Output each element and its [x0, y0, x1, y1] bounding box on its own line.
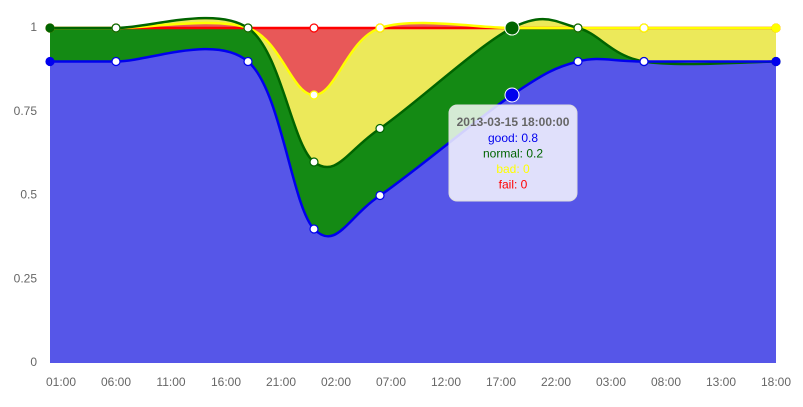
x-tick-label: 16:00 — [211, 375, 241, 389]
x-tick-label: 12:00 — [431, 375, 461, 389]
area — [50, 49, 776, 363]
tooltip-line: good: 0.8 — [488, 131, 538, 145]
y-tick-label: 0.5 — [20, 188, 37, 202]
area-line — [49, 47, 776, 238]
x-tick-label: 18:00 — [761, 375, 791, 389]
x-tick-label: 13:00 — [706, 375, 736, 389]
y-tick-label: 1 — [30, 20, 37, 34]
x-tick-label: 11:00 — [156, 375, 185, 389]
tooltip-line: normal: 0.2 — [483, 147, 543, 161]
data-point — [771, 23, 781, 33]
data-point — [375, 190, 385, 201]
y-tick-label: 0.25 — [14, 271, 38, 285]
tooltip-line: fail: 0 — [499, 178, 528, 192]
area — [50, 18, 776, 168]
x-tick-label: 03:00 — [596, 375, 626, 389]
tooltip-line: bad: 0 — [496, 162, 530, 176]
data-point — [309, 23, 319, 33]
x-tick-label: 07:00 — [376, 375, 406, 389]
data-point — [504, 20, 520, 36]
area — [50, 18, 776, 237]
x-tick-label: 02:00 — [321, 375, 351, 389]
data-point — [309, 224, 319, 234]
y-tick-label: 0 — [30, 355, 37, 369]
tooltip-box — [448, 104, 578, 202]
x-tick-label: 21:00 — [266, 375, 296, 389]
data-point — [243, 23, 253, 33]
x-tick-label: 06:00 — [101, 375, 131, 389]
x-tick-label: 17:00 — [486, 375, 516, 389]
data-point — [111, 23, 121, 33]
data-point — [309, 157, 319, 167]
data-point — [309, 90, 319, 100]
data-point — [375, 23, 385, 33]
x-tick-label: 08:00 — [651, 375, 681, 389]
data-point — [375, 123, 385, 134]
data-point — [243, 56, 253, 67]
data-point — [573, 23, 583, 33]
data-point — [771, 56, 781, 67]
data-point — [639, 23, 649, 33]
data-point — [573, 56, 583, 67]
data-point — [639, 56, 649, 67]
data-point — [111, 56, 121, 67]
tooltip-title: 2013-03-15 18:00:00 — [457, 115, 570, 129]
data-point — [504, 87, 520, 103]
y-tick-label: 0.75 — [14, 104, 38, 118]
tooltip: 2013-03-15 18:00:00 good: 0.8 normal: 0.2b… — [448, 104, 578, 202]
x-tick-label: 01:00 — [46, 375, 76, 389]
data-point — [45, 56, 55, 67]
x-tick-label: 22:00 — [541, 375, 571, 389]
data-point — [45, 23, 55, 33]
